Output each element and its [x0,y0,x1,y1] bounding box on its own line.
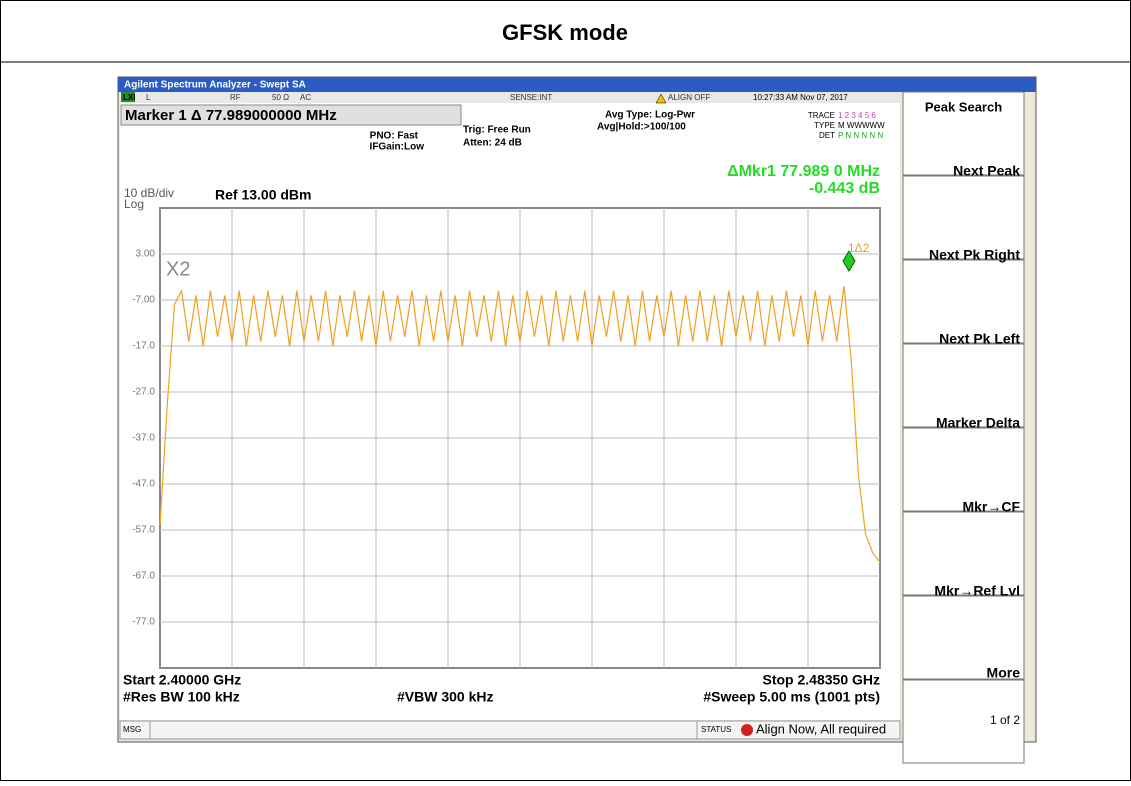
status-coupling: AC [300,93,311,102]
page-title: GFSK mode [502,20,628,45]
softkey [902,259,1025,344]
trace-nums: 1 2 3 4 5 6 [838,111,876,120]
window-title: Agilent Spectrum Analyzer - Swept SA [124,80,306,91]
status-align: ALIGN OFF [668,93,710,102]
det-vals: P N N N N N [838,131,883,140]
marker-setting: Marker 1 Δ 77.989000000 MHz [125,107,337,124]
det-label: DET [819,131,835,140]
status-impedance: 50 Ω [272,93,289,102]
status-row [120,92,900,103]
softkey-label: Marker Delta [936,415,1020,431]
y-tick-label: -7.00 [132,295,155,306]
softkey-label: Next Peak [953,163,1020,179]
softkey-label: Mkr→CF [962,499,1020,515]
marker-box [120,104,462,126]
scale-log: Log [124,197,144,211]
statusbar [119,720,901,740]
trace [159,286,881,563]
atten: Atten: 24 dB [463,138,522,149]
softkey [902,679,1025,764]
lxi: LXI [123,93,135,102]
softkey [902,91,1025,176]
ifgain: IFGain:Low [370,142,425,153]
y-tick-label: -37.0 [132,433,155,444]
softkey [902,343,1025,428]
softkey-label: More [987,665,1021,681]
title-bar [118,77,1036,92]
warning-icon [655,93,667,104]
y-tick-label: -77.0 [132,617,155,628]
rbw: #Res BW 100 kHz [123,689,240,705]
marker-1 [842,250,856,272]
status-rf: RF [230,93,241,102]
y-tick-label: -67.0 [132,571,155,582]
status-text: Align Now, All required [756,721,886,736]
softkey-sub: 1 of 2 [990,713,1020,727]
y-tick-label: -57.0 [132,525,155,536]
y-tick-label: -17.0 [132,341,155,352]
pno: PNO: Fast [370,131,419,142]
trig: Trig: Free Run [463,125,531,136]
avg-hold: Avg|Hold:>100/100 [597,122,686,133]
type-vals: M WWWWW [838,121,885,130]
softkey-label: Next Pk Right [929,247,1020,263]
start-freq: Start 2.40000 GHz [123,672,241,688]
status-sense: SENSE:INT [510,93,552,102]
readout-level: -0.443 dB [809,180,880,197]
y-tick-label: 3.00 [136,249,156,260]
status-label: STATUS [701,725,731,734]
trace-label: TRACE [808,111,835,120]
avg-type: Avg Type: Log-Pwr [605,110,695,121]
marker-2-label: X2 [166,258,190,280]
msg: MSG [123,725,141,734]
marker-1-label: 1Δ2 [848,241,870,255]
softkey [902,511,1025,596]
status-l: L [146,93,151,102]
lxi-badge [121,92,135,102]
softkey-label: Next Pk Left [939,331,1020,347]
status-datetime: 10:27:33 AM Nov 07, 2017 [753,93,848,102]
readout-freq: ΔMkr1 77.989 0 MHz [727,163,880,180]
softkey [902,427,1025,512]
softkey-title: Peak Search [925,99,1002,114]
softkey [902,595,1025,680]
softkey [902,175,1025,260]
stop-freq: Stop 2.48350 GHz [763,672,881,688]
y-tick-label: -27.0 [132,387,155,398]
type-label: TYPE [814,121,835,130]
y-tick-label: -47.0 [132,479,155,490]
ref-level: Ref 13.00 dBm [215,187,311,203]
vbw: #VBW 300 kHz [397,689,493,705]
softkey-label: Mkr→Ref Lvl [934,583,1020,599]
error-icon [741,724,753,736]
scale-div: 10 dB/div [124,186,174,200]
sweep: #Sweep 5.00 ms (1001 pts) [703,689,880,705]
